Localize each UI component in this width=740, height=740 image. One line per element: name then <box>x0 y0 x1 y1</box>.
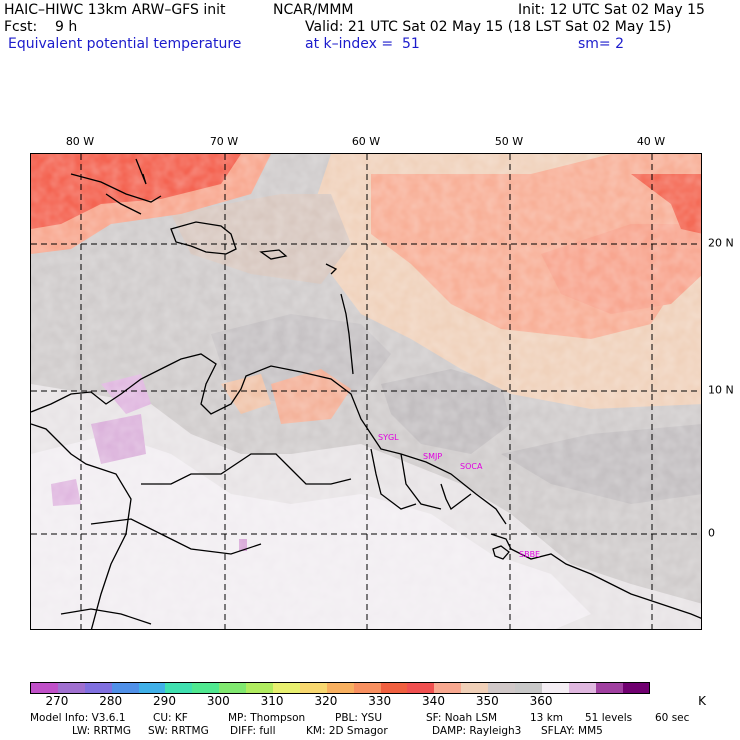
colorbar-swatch <box>595 683 623 693</box>
lat-label: 20 N <box>708 236 734 250</box>
station-label: SBBE <box>519 550 541 559</box>
lon-label: 80 W <box>65 135 95 148</box>
graticule <box>31 154 701 629</box>
colorbar-tick-label: 340 <box>422 694 445 708</box>
model-info-item: 60 sec <box>655 712 690 724</box>
colorbar-swatch <box>568 683 596 693</box>
model-title: HAIC–HIWC 13km ARW–GFS init <box>4 2 226 18</box>
lat-label: 10 N <box>708 383 734 397</box>
colorbar-swatch <box>488 683 516 693</box>
lon-label: 40 W <box>636 135 666 148</box>
smoothing-label: sm= 2 <box>578 36 625 52</box>
forecast-hour: Fcst: 9 h <box>4 19 78 35</box>
colorbar-swatch <box>434 683 462 693</box>
colorbar-tick-label: 290 <box>153 694 176 708</box>
valid-time: Valid: 21 UTC Sat 02 May 15 (18 LST Sat … <box>305 19 672 35</box>
colorbar-swatch <box>380 683 408 693</box>
model-info-item: MP: Thompson <box>228 712 306 724</box>
model-info-item: KM: 2D Smagor <box>306 725 388 737</box>
colorbar-swatch <box>246 683 274 693</box>
colorbar-swatch <box>515 683 542 693</box>
colorbar-tick-label: 330 <box>368 694 392 708</box>
model-info-item: SF: Noah LSM <box>426 712 498 724</box>
map-panel: SYGL SMJP SOCA SBBE <box>30 153 702 630</box>
model-info-item: DAMP: Rayleigh3 <box>432 725 522 737</box>
model-info-item: DIFF: full <box>230 725 276 737</box>
model-info-item: PBL: YSU <box>335 712 383 724</box>
colorbar-swatch <box>111 683 139 693</box>
colorbar-swatch <box>57 683 85 693</box>
colorbar-swatch <box>407 683 435 693</box>
coastlines <box>31 158 701 629</box>
lon-label: 50 W <box>494 135 524 148</box>
colorbar-swatch <box>192 683 220 693</box>
colorbar-swatch <box>622 683 650 693</box>
colorbar-tick-label: 280 <box>99 694 123 708</box>
colorbar <box>30 682 651 694</box>
init-time: Init: 12 UTC Sat 02 May 15 <box>518 2 705 18</box>
colorbar-swatch <box>219 683 247 693</box>
colorbar-tick-label: 320 <box>314 694 338 708</box>
station-label: SOCA <box>460 462 483 471</box>
model-info-item: Model Info: V3.6.1 <box>30 712 126 724</box>
colorbar-swatch <box>84 683 112 693</box>
colorbar-tick-label: 310 <box>260 694 284 708</box>
field-name: Equivalent potential temperature <box>8 36 242 52</box>
colorbar-swatch <box>299 683 327 693</box>
level-label: at k–index = 51 <box>305 36 420 52</box>
colorbar-swatch <box>273 683 300 693</box>
colorbar-swatch <box>353 683 381 693</box>
colorbar-tick-label: 360 <box>529 694 553 708</box>
lon-label: 70 W <box>209 135 239 148</box>
map-svg <box>31 154 701 629</box>
model-info-item: 13 km <box>530 712 564 724</box>
colorbar-swatch <box>31 683 58 693</box>
station-label: SYGL <box>378 433 399 442</box>
model-info-item: SFLAY: MM5 <box>541 725 603 737</box>
model-info-item: LW: RRTMG <box>72 725 131 737</box>
colorbar-tick-label: 300 <box>206 694 230 708</box>
org-label: NCAR/MMM <box>273 2 354 18</box>
colorbar-swatch <box>326 683 354 693</box>
model-info-item: CU: KF <box>153 712 188 724</box>
colorbar-swatch <box>461 683 489 693</box>
model-info-item: 51 levels <box>585 712 633 724</box>
colorbar-swatch <box>541 683 569 693</box>
colorbar-tick-label: 270 <box>45 694 69 708</box>
lat-label: 0 <box>708 526 715 540</box>
model-info-item: SW: RRTMG <box>148 725 209 737</box>
station-label: SMJP <box>423 452 443 461</box>
colorbar-tick-label: 350 <box>475 694 499 708</box>
colorbar-swatch <box>165 683 193 693</box>
colorbar-swatch <box>138 683 166 693</box>
colorbar-unit: K <box>698 694 706 708</box>
lon-label: 60 W <box>351 135 381 148</box>
